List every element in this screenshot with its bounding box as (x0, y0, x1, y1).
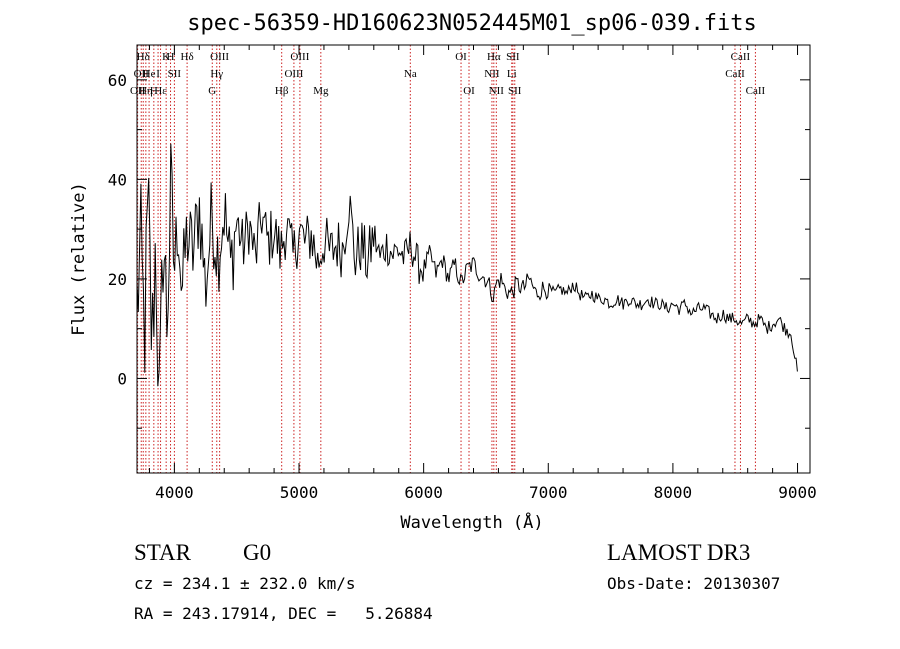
line-label-15: Hβ (275, 85, 289, 97)
redshift-text: cz = 234.1 ± 232.0 km/s (134, 574, 356, 593)
line-label-28: CaII (725, 68, 745, 80)
line-label-30: CaII (746, 85, 766, 97)
chart-title: spec-56359-HD160623N052445M01_sp06-039.f… (187, 11, 757, 36)
line-label-14: OIII (210, 51, 229, 63)
axis-tick-labels: 4000 5000 6000 7000 8000 9000 0 20 40 60 (108, 71, 817, 502)
line-label-19: Na (404, 68, 417, 80)
line-label-4: He (143, 68, 156, 80)
line-label-6: I (156, 68, 160, 80)
x-tick-label-8000: 8000 (654, 483, 693, 502)
line-label-29: CaII (731, 51, 751, 63)
line-label-8: K (162, 51, 170, 63)
y-tick-label-0: 0 (117, 369, 127, 388)
y-axis-label: Flux (relative) (69, 182, 89, 336)
line-label-22: NII (484, 68, 500, 80)
line-label-12: G (208, 85, 216, 97)
coordinates: RA = 243.17914, DEC = 5.26884 (134, 604, 433, 623)
line-label-7: Hε (154, 85, 167, 97)
y-tick-label-40: 40 (108, 170, 127, 189)
line-label-3: Hη (139, 85, 153, 97)
line-label-25: Li (507, 68, 517, 80)
line-label-0: OII (130, 85, 146, 97)
axis-ticks (137, 45, 810, 473)
line-label-24: NII (489, 85, 505, 97)
line-label-16: OIII (284, 68, 303, 80)
x-axis-label: Wavelength (Å) (400, 511, 543, 533)
line-label-9: H (167, 51, 175, 63)
plot-frame (136, 44, 811, 474)
line-label-26: SII (506, 51, 520, 63)
line-label-5: H (150, 85, 158, 97)
spectral-line-markers (137, 45, 756, 473)
line-label-13: Hγ (210, 68, 223, 80)
spectral-line-labels: OIIOIIHδHηHeHIHεKHSIIHδGHγOIIIHβOIIIOIII… (130, 51, 766, 97)
line-label-18: Mg (313, 85, 329, 97)
line-label-20: OI (455, 51, 467, 63)
y-tick-label-60: 60 (108, 71, 127, 90)
subclass: G0 (243, 540, 272, 565)
line-label-10: SII (168, 68, 182, 80)
line-label-2: Hδ (137, 51, 150, 63)
x-tick-label-9000: 9000 (778, 483, 817, 502)
x-tick-label-6000: 6000 (404, 483, 443, 502)
line-label-27: SII (508, 85, 522, 97)
line-label-21: OI (463, 85, 475, 97)
survey-name: LAMOST DR3 (607, 540, 751, 565)
spectrum-line (136, 143, 798, 387)
object-type: STAR (134, 540, 191, 565)
y-tick-label-20: 20 (108, 270, 127, 289)
line-label-23: Hα (487, 51, 501, 63)
obs-date: Obs-Date: 20130307 (607, 574, 781, 593)
line-label-17: OIII (290, 51, 309, 63)
x-tick-label-5000: 5000 (280, 483, 319, 502)
x-tick-label-4000: 4000 (155, 483, 194, 502)
x-tick-label-7000: 7000 (529, 483, 568, 502)
line-label-11: Hδ (181, 51, 194, 63)
